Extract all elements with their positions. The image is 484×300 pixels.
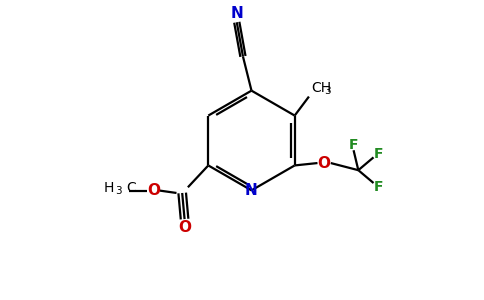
Text: H: H	[104, 181, 114, 195]
Text: O: O	[318, 156, 331, 171]
Text: O: O	[147, 183, 160, 198]
Text: F: F	[349, 139, 358, 152]
Text: N: N	[230, 6, 243, 21]
Text: 3: 3	[115, 186, 122, 196]
Text: F: F	[374, 147, 383, 160]
Text: F: F	[374, 180, 383, 194]
Text: C: C	[127, 181, 136, 195]
Text: N: N	[245, 183, 258, 198]
Text: O: O	[178, 220, 191, 235]
Text: 3: 3	[325, 86, 331, 96]
Text: CH: CH	[311, 81, 332, 95]
